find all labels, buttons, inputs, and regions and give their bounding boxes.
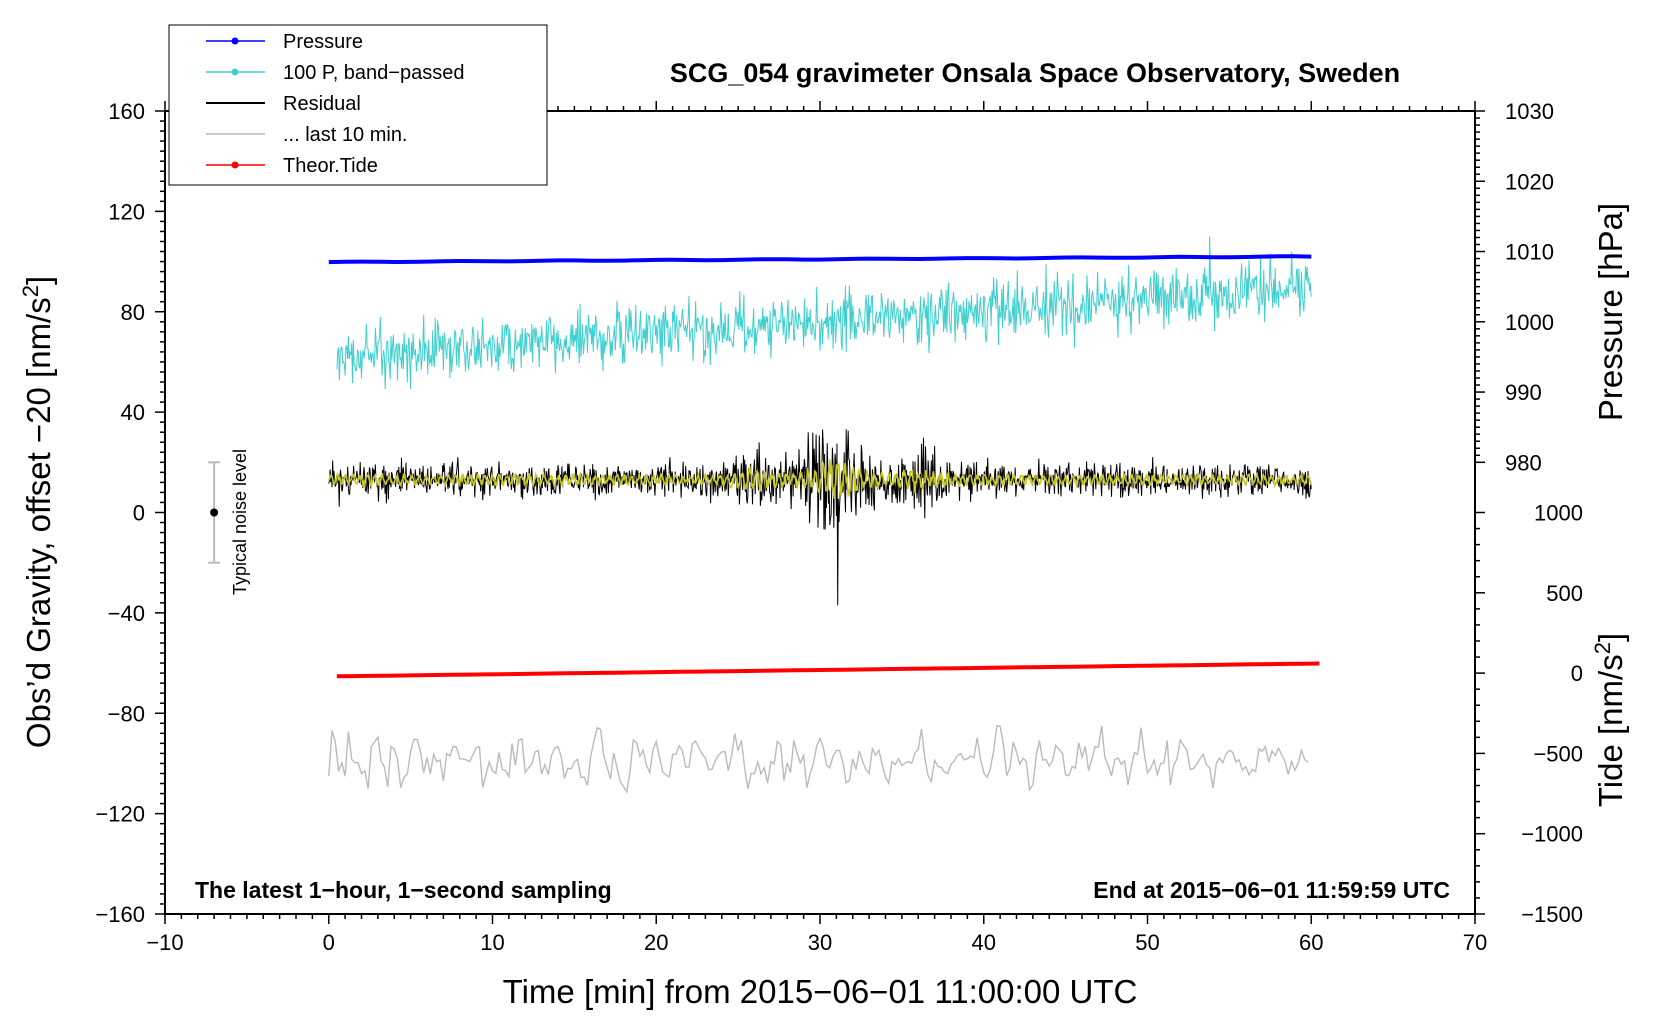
y-left-label-end: ]: [20, 276, 57, 285]
y-tide-tick-label: 0: [1571, 661, 1583, 686]
x-axis-label: Time [min] from 2015−06−01 11:00:00 UTC: [503, 973, 1138, 1010]
series-theor-tide: [336, 661, 1320, 679]
y-left-label-main: Obs’d Gravity, offset −20 [nm/s: [20, 297, 57, 748]
series-residual-smoothed: [328, 459, 1312, 499]
y-left-tick-label: 40: [121, 400, 145, 425]
series-band-passed-pressure: [336, 236, 1312, 390]
series-pressure: [328, 254, 1312, 265]
legend-label: Pressure: [283, 31, 363, 53]
y-tide-tick-label: −1000: [1521, 822, 1583, 847]
y-axis-left-label: Obs’d Gravity, offset −20 [nm/s2]: [18, 276, 57, 748]
y-tide-label-end: ]: [1592, 633, 1629, 642]
y-left-tick-label: 160: [108, 99, 145, 124]
y-tide-label-sup: 2: [1590, 642, 1615, 654]
legend-box: [168, 24, 548, 186]
y-left-tick-label: −40: [108, 601, 145, 626]
noise-bar-center: [210, 508, 219, 517]
legend-marker: [231, 161, 239, 169]
chart-title: SCG_054 gravimeter Onsala Space Observat…: [670, 58, 1400, 88]
plot-frame: [164, 110, 1476, 915]
y-axis-pressure-label: Pressure [hPa]: [1592, 203, 1629, 421]
y-left-tick-label: 0: [133, 501, 145, 526]
y-tide-tick-label: −500: [1533, 741, 1583, 766]
y-left-tick-label: −120: [95, 802, 145, 827]
y-tide-tick-label: −1500: [1521, 902, 1583, 927]
legend: Pressure 100 P, band−passed Residual ... la…: [168, 24, 548, 186]
y-pressure-tick-label: 1030: [1505, 99, 1554, 124]
y-left-tick-label: 80: [121, 300, 145, 325]
tick-labels: −10 0 10 20 30 40 50 60 7016012080400−40−80−120−…: [95, 99, 1583, 955]
x-tick-label: 70: [1463, 930, 1487, 955]
series-last-10-min: [328, 724, 1309, 795]
x-tick-label: 50: [1135, 930, 1159, 955]
x-tick-label: 30: [808, 930, 832, 955]
y-pressure-tick-label: 980: [1505, 450, 1542, 475]
y-pressure-tick-label: 1010: [1505, 240, 1554, 265]
x-tick-label: −10: [146, 930, 183, 955]
y-pressure-tick-label: 1020: [1505, 169, 1554, 194]
legend-label: 100 P, band−passed: [283, 62, 464, 84]
x-tick-label: 60: [1299, 930, 1323, 955]
legend-label: ... last 10 min.: [283, 124, 408, 146]
x-tick-label: 0: [323, 930, 335, 955]
y-tide-label-main: Tide [nm/s: [1592, 654, 1629, 807]
x-tick-label: 20: [644, 930, 668, 955]
series-layer: [328, 236, 1320, 795]
y-axis-tide-label: Tide [nm/s2]: [1590, 633, 1629, 807]
grid-ticks: [155, 101, 1485, 924]
x-tick-label: 40: [972, 930, 996, 955]
legend-label: Residual: [283, 93, 361, 115]
y-pressure-tick-label: 990: [1505, 380, 1542, 405]
legend-marker: [231, 37, 239, 45]
noise-level-indicator: Typical noise level: [208, 449, 250, 595]
note-bottom-left: The latest 1−hour, 1−second sampling: [195, 877, 612, 903]
note-bottom-right: End at 2015−06−01 11:59:59 UTC: [1093, 877, 1450, 903]
x-tick-label: 10: [480, 930, 504, 955]
legend-marker: [231, 68, 239, 76]
noise-level-label: Typical noise level: [230, 449, 250, 595]
y-left-tick-label: −80: [108, 701, 145, 726]
y-left-tick-label: −160: [95, 902, 145, 927]
y-left-tick-label: 120: [108, 199, 145, 224]
legend-label: Theor.Tide: [283, 155, 378, 177]
y-left-label-sup: 2: [18, 285, 43, 297]
series-residual: [328, 429, 1312, 606]
y-pressure-tick-label: 1000: [1505, 310, 1554, 335]
y-tide-tick-label: 500: [1546, 581, 1583, 606]
y-tide-tick-label: 1000: [1534, 501, 1583, 526]
